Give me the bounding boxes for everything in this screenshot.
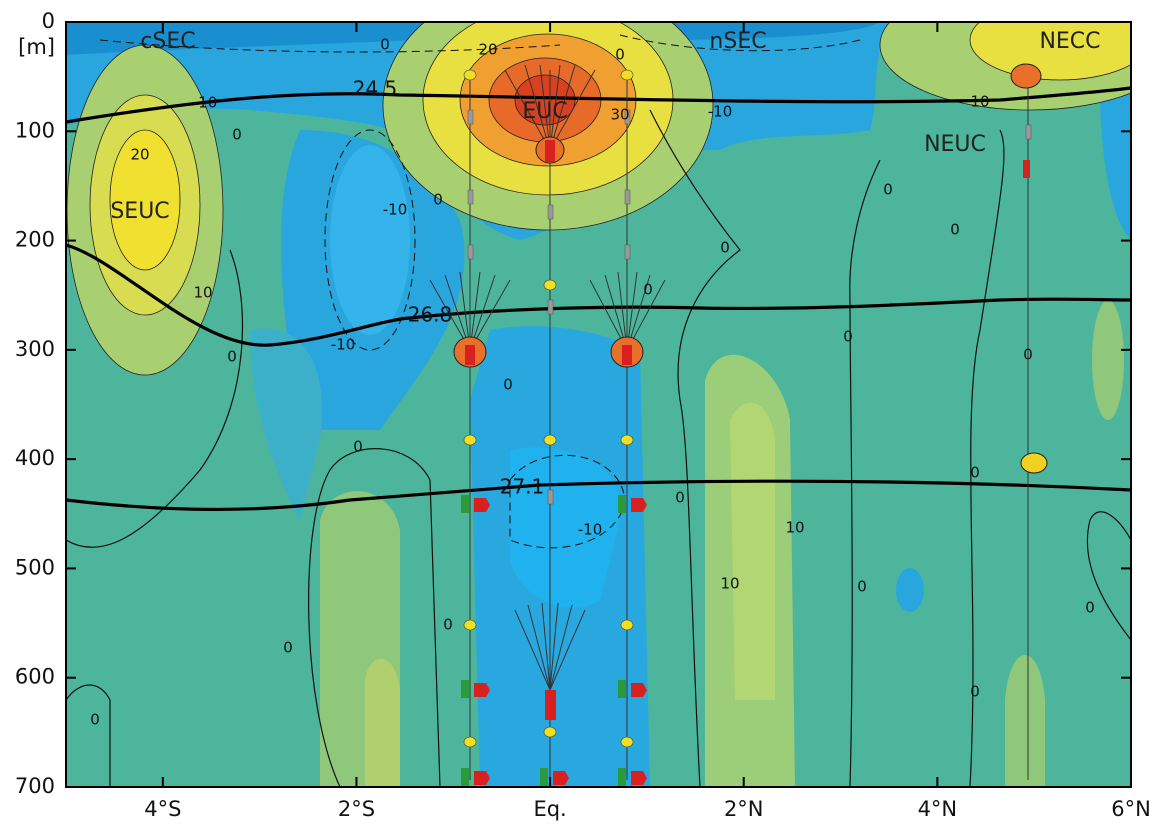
contour-label: -10: [331, 336, 356, 354]
contour-label: 20: [130, 146, 149, 164]
contour-label: 0: [227, 348, 237, 366]
contour-label: -10: [193, 94, 218, 112]
y-tick-label: 600: [15, 665, 55, 689]
contour-label: 0: [1023, 346, 1033, 364]
isopycnal-label: 24.5: [353, 77, 398, 101]
y-tick-label: 500: [15, 555, 55, 579]
contour-label: 10: [193, 284, 212, 302]
current-label: NEUC: [924, 132, 986, 157]
chart: [m] cSEC nSEC NECC EUC SEUC NEUC 24.5 26…: [0, 0, 1152, 834]
contour-label: 0: [843, 328, 853, 346]
contour-label: 0: [353, 438, 363, 456]
contour-label: 0: [950, 221, 960, 239]
current-label: nSEC: [709, 29, 766, 54]
contour-label: 0: [1085, 599, 1095, 617]
y-tick-label: 0: [42, 9, 55, 33]
page: {"chart_data": {"type": "contour", "xlim…: [0, 0, 1152, 834]
x-tick-label: Eq.: [533, 797, 566, 821]
contour-label: 20: [478, 41, 497, 59]
y-tick-label: 200: [15, 228, 55, 252]
contour-label: 0: [883, 181, 893, 199]
contour-label: 0: [720, 239, 730, 257]
current-label: EUC: [522, 99, 567, 124]
contour-label: 10: [970, 93, 989, 111]
contour-label: 0: [90, 711, 100, 729]
contour-label: 0: [615, 46, 625, 64]
y-tick-label: 300: [15, 337, 55, 361]
x-tick-label: 4°S: [144, 797, 181, 821]
contour-label: 0: [380, 36, 390, 54]
contour-label: 10: [720, 575, 739, 593]
x-tick-label: 6°N: [1111, 797, 1151, 821]
contour-label: -10: [383, 201, 408, 219]
contour-label: 0: [433, 191, 443, 209]
isopycnal-label: 26.8: [408, 303, 453, 327]
current-label: NECC: [1039, 29, 1100, 54]
x-tick-label: 2°S: [338, 797, 375, 821]
y-tick-label: 400: [15, 446, 55, 470]
y-tick-label: 700: [15, 774, 55, 798]
contour-label: 0: [970, 464, 980, 482]
contour-label: -10: [708, 103, 733, 121]
contour-label: 0: [857, 578, 867, 596]
contour-label: 10: [785, 519, 804, 537]
current-label: SEUC: [110, 199, 169, 224]
y-tick-label: 100: [15, 118, 55, 142]
x-tick-label: 2°N: [724, 797, 764, 821]
contour-label: 0: [503, 376, 513, 394]
y-unit: [m]: [18, 35, 55, 59]
contour-label: 0: [443, 616, 453, 634]
contour-label: 0: [643, 281, 653, 299]
contour-label: 30: [610, 106, 629, 124]
current-label: cSEC: [140, 29, 195, 54]
isopycnal-label: 27.1: [500, 475, 545, 499]
contour-field: [66, 0, 1152, 787]
contour-label: 0: [232, 126, 242, 144]
x-tick-label: 4°N: [918, 797, 958, 821]
contour-label: 0: [970, 683, 980, 701]
contour-label: 0: [675, 489, 685, 507]
contour-label: 0: [283, 639, 293, 657]
contour-label: -10: [578, 521, 603, 539]
